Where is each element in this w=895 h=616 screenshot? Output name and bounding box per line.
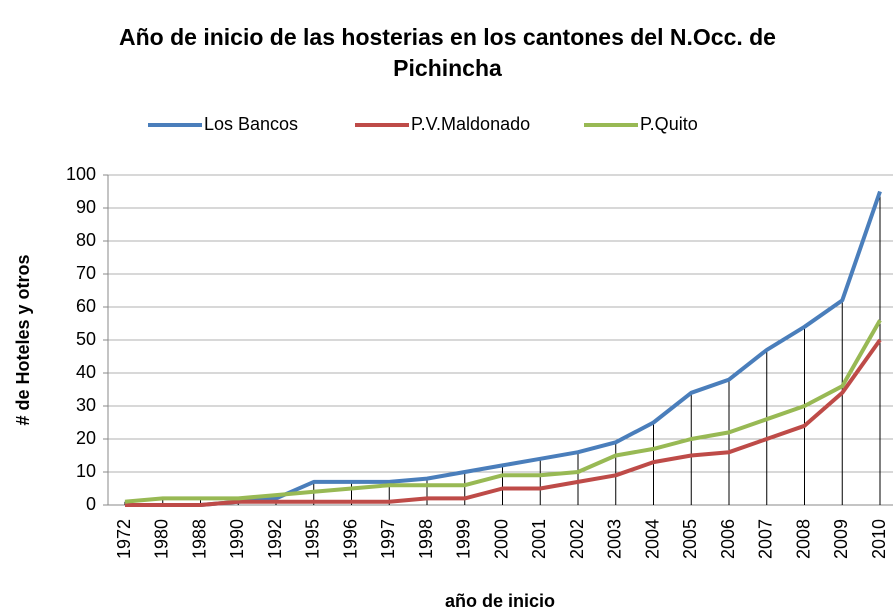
y-tick-label: 60 [76,296,96,316]
x-tick-label: 2007 [756,519,776,559]
x-tick-label: 2010 [869,519,889,559]
x-tick-label: 1995 [303,519,323,559]
legend-label: Los Bancos [204,114,298,134]
x-tick-label: 1990 [227,519,247,559]
x-tick-label: 2009 [831,519,851,559]
x-tick-label: 2008 [793,519,813,559]
y-axis-label: # de Hoteles y otros [13,254,33,425]
y-tick-label: 0 [86,494,96,514]
x-tick-label: 2004 [642,519,662,559]
y-tick-label: 50 [76,329,96,349]
y-tick-label: 90 [76,197,96,217]
legend-label: P.Quito [640,114,698,134]
x-tick-label: 1997 [378,519,398,559]
x-tick-label: 1992 [265,519,285,559]
y-tick-label: 30 [76,395,96,415]
y-tick-label: 20 [76,428,96,448]
y-tick-label: 40 [76,362,96,382]
series-line [125,338,882,507]
x-tick-label: 1999 [454,519,474,559]
x-tick-label: 1972 [114,519,134,559]
y-tick-label: 80 [76,230,96,250]
y-tick-label: 10 [76,461,96,481]
x-tick-label: 1980 [152,519,172,559]
legend-label: P.V.Maldonado [411,114,530,134]
x-tick-label: 1998 [416,519,436,559]
x-tick-label: 2001 [529,519,549,559]
x-tick-label: 2002 [567,519,587,559]
x-tick-label: 1988 [189,519,209,559]
x-axis-label: año de inicio [445,591,555,611]
x-tick-label: 2006 [718,519,738,559]
y-tick-label: 70 [76,263,96,283]
x-tick-label: 2000 [491,519,511,559]
series-line [124,319,882,504]
x-tick-label: 2005 [680,519,700,559]
y-tick-label: 100 [66,164,96,184]
chart-title: Año de inicio de las hosterias en los ca… [119,24,776,81]
x-tick-label: 2003 [605,519,625,559]
x-tick-label: 1996 [340,519,360,559]
